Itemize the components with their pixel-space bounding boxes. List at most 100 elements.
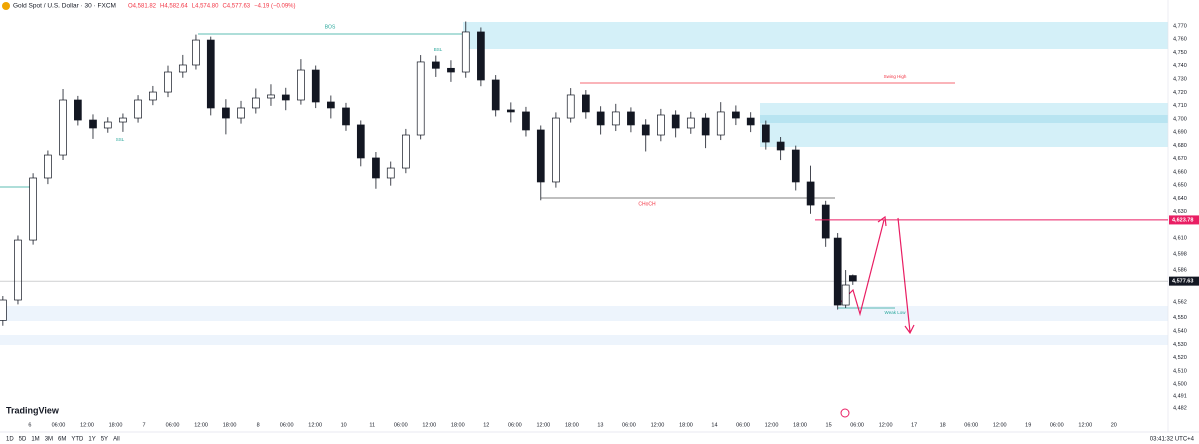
candle-body	[134, 99, 142, 119]
y-tick-label: 4,598	[1173, 252, 1187, 258]
ohlc-value: L4,574.80	[192, 4, 219, 10]
x-tick-label: 12:00	[1078, 422, 1092, 428]
candle-body	[74, 99, 82, 121]
x-tick-label: 11	[369, 422, 375, 428]
candle-body	[848, 275, 857, 282]
y-tick-label: 4,710	[1173, 103, 1187, 109]
ohlc-value: H4,582.64	[160, 4, 188, 10]
y-tick-label: 4,680	[1173, 143, 1187, 149]
candle-body	[841, 284, 850, 306]
candle-body	[491, 79, 500, 111]
candle-body	[671, 114, 680, 129]
range-button[interactable]: YTD	[71, 437, 84, 443]
candle-body	[356, 124, 365, 159]
x-tick-label: 06:00	[52, 422, 66, 428]
candle-body	[14, 239, 22, 301]
candle-body	[791, 149, 800, 183]
candle-body	[746, 117, 755, 126]
x-tick-label: 20	[1111, 422, 1117, 428]
candle-body	[536, 129, 545, 183]
supply-zone	[463, 22, 1168, 49]
candle-body	[372, 157, 380, 179]
y-tick-label: 4,690	[1173, 130, 1187, 136]
x-tick-label: 12	[483, 422, 489, 428]
range-button[interactable]: 1D	[6, 437, 14, 443]
annotation: BSL	[434, 47, 443, 52]
candle-body	[506, 109, 515, 113]
x-tick-label: 12:00	[80, 422, 94, 428]
y-tick-label: 4,540	[1173, 328, 1187, 334]
x-tick-label: 06:00	[850, 422, 864, 428]
range-button[interactable]: 1Y	[88, 437, 95, 443]
y-tick-label: 4,760	[1173, 37, 1187, 43]
y-tick-label: 4,720	[1173, 90, 1187, 96]
candle-body	[59, 99, 67, 156]
x-tick-label: 6	[28, 422, 31, 428]
x-tick-label: 18	[940, 422, 946, 428]
candle-body	[461, 31, 470, 73]
range-button[interactable]: All	[113, 437, 120, 443]
candle-body	[29, 177, 37, 241]
candle-body	[44, 154, 52, 179]
x-tick-label: 06:00	[280, 422, 294, 428]
range-button[interactable]: 5Y	[101, 437, 108, 443]
y-tick-label: 4,640	[1173, 196, 1187, 202]
candle-body	[761, 124, 770, 143]
candle-body	[552, 117, 560, 183]
x-tick-label: 06:00	[964, 422, 978, 428]
zone-band	[760, 115, 1168, 123]
y-tick-label: 4,630	[1173, 209, 1187, 215]
candle-body	[103, 121, 112, 129]
annotation: CHoCH	[638, 201, 656, 207]
x-tick-label: 8	[257, 422, 260, 428]
x-tick-label: 12:00	[308, 422, 322, 428]
candle-body	[732, 111, 740, 119]
candle-body	[164, 71, 172, 93]
candle-body	[251, 97, 260, 109]
range-button[interactable]: 5D	[19, 437, 27, 443]
x-tick-label: 18:00	[679, 422, 693, 428]
candle-body	[0, 299, 7, 321]
candle-body	[776, 141, 785, 151]
event-icon[interactable]	[840, 408, 850, 418]
x-tick-label: 06:00	[622, 422, 636, 428]
x-tick-label: 18:00	[793, 422, 807, 428]
x-tick-label: 13	[597, 422, 603, 428]
candle-body	[311, 69, 320, 103]
x-tick-label: 12:00	[993, 422, 1007, 428]
price-label-box	[1169, 215, 1199, 225]
symbol-title[interactable]: Gold Spot / U.S. Dollar · 30 · FXCM	[13, 3, 116, 10]
x-tick-label: 17	[911, 422, 917, 428]
x-tick-label: 18:00	[223, 422, 237, 428]
clock: 03:41:32 UTC+4	[1150, 437, 1195, 443]
candle-body	[89, 119, 97, 129]
price-label: 4,577.63	[1172, 279, 1193, 285]
candle-body	[149, 91, 157, 101]
y-tick-label: 4,770	[1173, 23, 1187, 29]
demand-zone	[0, 306, 1168, 321]
range-button[interactable]: 1M	[31, 437, 39, 443]
x-tick-label: 15	[826, 422, 832, 428]
y-tick-label: 4,586	[1173, 267, 1187, 273]
candle-body	[327, 101, 335, 109]
y-tick-label: 4,562	[1173, 299, 1187, 305]
x-tick-label: 19	[1025, 422, 1031, 428]
candle-body	[281, 94, 290, 101]
y-tick-label: 4,740	[1173, 63, 1187, 69]
y-tick-label: 4,530	[1173, 342, 1187, 348]
x-tick-label: 12:00	[422, 422, 436, 428]
x-tick-label: 06:00	[1050, 422, 1064, 428]
projection-arrows	[837, 215, 915, 335]
candle-body	[431, 61, 440, 69]
x-tick-label: 06:00	[508, 422, 522, 428]
candle-body	[386, 167, 395, 179]
candle-body	[477, 31, 485, 81]
y-tick-label: 4,670	[1173, 156, 1187, 162]
x-tick-label: 06:00	[394, 422, 408, 428]
candle-body	[206, 39, 215, 109]
range-button[interactable]: 3M	[45, 437, 53, 443]
range-button[interactable]: 6M	[58, 437, 66, 443]
x-tick-label: 18:00	[451, 422, 465, 428]
x-tick-label: 12:00	[879, 422, 893, 428]
